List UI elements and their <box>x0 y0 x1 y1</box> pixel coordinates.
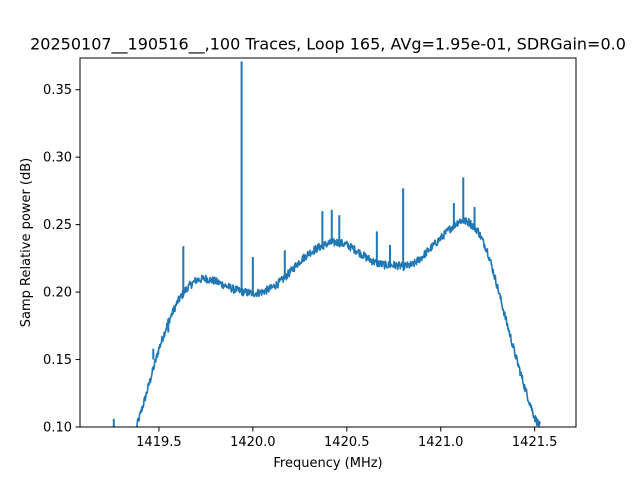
x-tick-label: 1420.0 <box>230 435 276 450</box>
series-group <box>112 61 541 427</box>
chart-title: 20250107__190516__,100 Traces, Loop 165,… <box>30 35 626 55</box>
y-axis-ticks: 0.10 0.15 0.20 0.25 0.30 0.35 <box>43 83 80 436</box>
y-tick-label: 0.20 <box>43 286 72 301</box>
y-tick-label: 0.15 <box>43 353 72 368</box>
y-tick-label: 0.35 <box>43 83 72 98</box>
y-axis-label: Samp Relative power (dB) <box>19 158 34 327</box>
x-tick-label: 1421.5 <box>512 435 558 450</box>
x-axis-ticks: 1419.5 1420.0 1420.5 1421.0 1421.5 <box>136 427 557 450</box>
x-axis-label: Frequency (MHz) <box>273 456 382 471</box>
y-tick-label: 0.10 <box>43 421 72 436</box>
y-tick-label: 0.25 <box>43 218 72 233</box>
x-tick-label: 1420.5 <box>324 435 370 450</box>
spectrum-line <box>135 217 541 427</box>
x-tick-label: 1419.5 <box>136 435 182 450</box>
plot-frame <box>79 57 577 428</box>
y-tick-label: 0.30 <box>43 151 72 166</box>
plot-series <box>112 61 541 427</box>
x-tick-label: 1421.0 <box>418 435 464 450</box>
